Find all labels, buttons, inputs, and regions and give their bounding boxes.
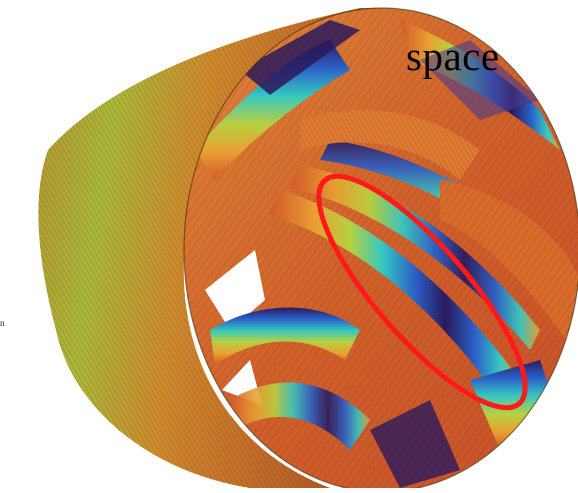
figure-title: space [406, 33, 500, 79]
highlight-ellipse [316, 173, 528, 411]
side-label-fragment: n [0, 318, 5, 328]
tube-interior [184, 8, 578, 488]
